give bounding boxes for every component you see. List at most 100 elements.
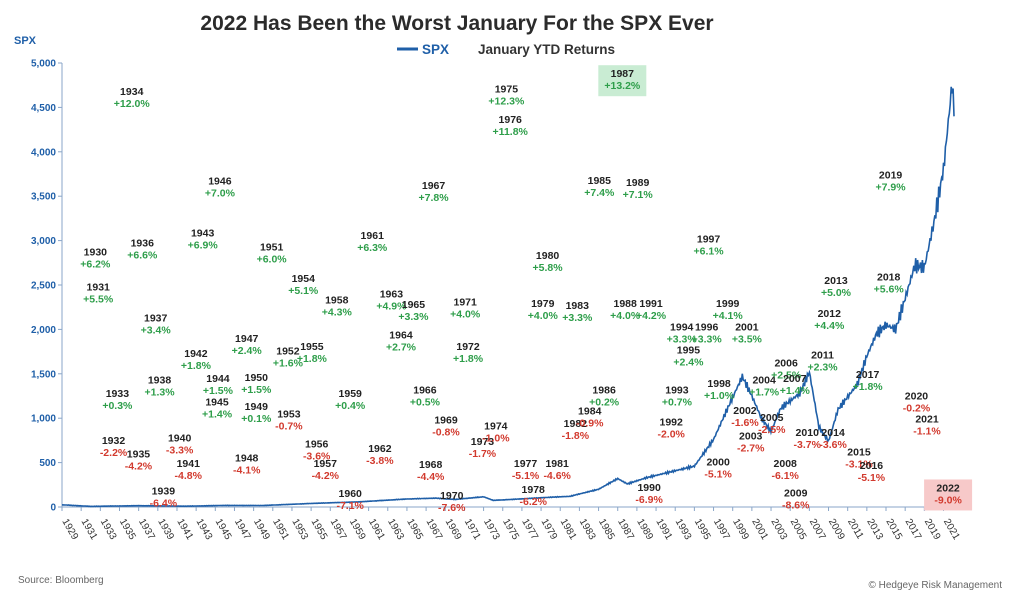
annotation-1963: 1963+4.9% bbox=[376, 288, 407, 312]
annotation-2009: 2009-8.6% bbox=[782, 487, 810, 511]
x-tick-label: 1941 bbox=[174, 517, 195, 542]
annotation-2001: 2001+3.5% bbox=[732, 321, 763, 345]
annotation-1931: 1931+5.5% bbox=[83, 281, 114, 305]
annotation-year: 1982 bbox=[564, 418, 588, 430]
y-tick-label: 2,000 bbox=[31, 325, 56, 336]
x-tick-label: 1929 bbox=[59, 517, 80, 542]
annotation-1973: 1973-1.7% bbox=[469, 436, 497, 460]
annotation-year: 2008 bbox=[774, 458, 798, 470]
annotation-year: 1952 bbox=[276, 345, 300, 357]
annotation-year: 1988 bbox=[614, 298, 638, 310]
annotation-year: 1932 bbox=[102, 435, 126, 447]
annotation-year: 1986 bbox=[592, 384, 616, 396]
annotation-1990: 1990-6.9% bbox=[635, 482, 663, 506]
source-note: Source: Bloomberg bbox=[18, 575, 104, 586]
annotation-1958: 1958+4.3% bbox=[322, 295, 353, 319]
annotation-return: -6.1% bbox=[771, 470, 799, 482]
annotation-return: +0.5% bbox=[410, 396, 441, 408]
annotation-year: 1972 bbox=[456, 341, 480, 353]
annotation-year: 1955 bbox=[300, 341, 324, 353]
annotation-1966: 1966+0.5% bbox=[410, 384, 441, 408]
annotation-year: 1989 bbox=[626, 177, 650, 189]
annotation-1998: 1998+1.0% bbox=[704, 378, 735, 402]
annotation-year: 2016 bbox=[860, 460, 884, 472]
x-tick-label: 1943 bbox=[194, 517, 215, 542]
copyright-note: © Hedgeye Risk Management bbox=[868, 580, 1002, 591]
annotation-return: +6.9% bbox=[188, 240, 219, 252]
annotation-year: 1947 bbox=[235, 333, 259, 345]
legend-january-label: January YTD Returns bbox=[478, 42, 615, 57]
annotation-year: 1946 bbox=[208, 176, 232, 188]
x-tick-label: 1975 bbox=[500, 517, 521, 542]
annotation-return: -4.4% bbox=[417, 471, 445, 483]
x-tick-label: 2005 bbox=[788, 517, 809, 542]
annotation-2013: 2013+5.0% bbox=[821, 275, 852, 299]
annotation-return: +2.7% bbox=[386, 341, 417, 353]
x-tick-label: 2019 bbox=[922, 517, 943, 542]
annotation-year: 1957 bbox=[314, 458, 338, 470]
annotation-return: +4.2% bbox=[636, 310, 667, 322]
annotation-return: -5.1% bbox=[858, 472, 886, 484]
y-tick-label: 0 bbox=[50, 503, 56, 514]
annotation-year: 1969 bbox=[434, 415, 458, 427]
annotation-return: -5.1% bbox=[704, 468, 732, 480]
annotation-1949: 1949+0.1% bbox=[241, 401, 272, 425]
annotation-1941: 1941-4.8% bbox=[175, 458, 203, 482]
annotation-return: +4.0% bbox=[610, 310, 641, 322]
annotation-return: +1.3% bbox=[144, 387, 175, 399]
annotation-return: +11.8% bbox=[493, 126, 529, 138]
chart-title: 2022 Has Been the Worst January For the … bbox=[200, 12, 713, 35]
annotation-return: +6.0% bbox=[257, 253, 288, 265]
annotation-1997: 1997+6.1% bbox=[694, 233, 725, 257]
annotation-year: 1933 bbox=[106, 388, 130, 400]
annotation-2020: 2020-0.2% bbox=[903, 391, 931, 415]
annotation-return: +1.6% bbox=[273, 357, 304, 369]
x-tick-label: 1979 bbox=[538, 517, 559, 542]
annotation-return: +3.5% bbox=[732, 333, 763, 345]
x-tick-label: 1951 bbox=[270, 517, 291, 542]
annotation-1989: 1989+7.1% bbox=[623, 177, 654, 201]
annotation-return: +5.8% bbox=[533, 262, 564, 274]
annotation-return: +7.4% bbox=[584, 187, 615, 199]
annotation-1950: 1950+1.5% bbox=[241, 372, 272, 396]
annotation-1980: 1980+5.8% bbox=[533, 250, 564, 274]
annotation-year: 2015 bbox=[847, 446, 871, 458]
x-tick-label: 2009 bbox=[826, 517, 847, 542]
annotation-year: 1990 bbox=[637, 482, 661, 494]
annotation-return: -2.5% bbox=[758, 424, 786, 436]
x-tick-label: 1989 bbox=[634, 517, 655, 542]
annotation-return: -4.2% bbox=[312, 470, 340, 482]
annotation-2006: 2006+2.5% bbox=[771, 358, 802, 382]
annotation-year: 1993 bbox=[665, 384, 689, 396]
y-axis-label: SPX bbox=[14, 35, 37, 47]
annotation-2019: 2019+7.9% bbox=[876, 169, 907, 193]
annotation-year: 1992 bbox=[660, 416, 684, 428]
annotation-return: -4.8% bbox=[175, 470, 203, 482]
x-tick-label: 2001 bbox=[749, 517, 770, 542]
annotation-year: 1940 bbox=[168, 432, 192, 444]
annotation-year: 1984 bbox=[578, 406, 602, 418]
annotation-return: +1.5% bbox=[241, 384, 272, 396]
x-tick-label: 1963 bbox=[385, 517, 406, 542]
annotation-1962: 1962-3.8% bbox=[366, 443, 394, 467]
annotation-2021: 2021-1.1% bbox=[913, 414, 941, 438]
x-tick-label: 1961 bbox=[366, 517, 387, 542]
x-tick-label: 1993 bbox=[673, 517, 694, 542]
annotation-return: +7.8% bbox=[419, 192, 450, 204]
annotation-return: -7.6% bbox=[438, 502, 466, 514]
highlight-box bbox=[924, 479, 973, 511]
annotation-1964: 1964+2.7% bbox=[386, 329, 417, 353]
annotation-return: +1.7% bbox=[749, 387, 780, 399]
annotation-2005: 2005-2.5% bbox=[758, 412, 786, 436]
annotation-1945: 1945+1.4% bbox=[202, 396, 233, 420]
annotation-1975: 1975+12.3% bbox=[488, 84, 525, 108]
annotation-return: -1.6% bbox=[731, 417, 759, 429]
annotation-1983: 1983+3.3% bbox=[562, 300, 593, 324]
y-tick-label: 500 bbox=[39, 458, 56, 469]
x-tick-label: 1967 bbox=[424, 517, 445, 542]
annotation-return: +0.1% bbox=[241, 413, 272, 425]
y-tick-label: 3,000 bbox=[31, 236, 56, 247]
annotation-1982: 1982-1.8% bbox=[562, 418, 590, 442]
annotation-1995: 1995+2.4% bbox=[673, 344, 704, 368]
annotation-return: +1.8% bbox=[181, 360, 212, 372]
